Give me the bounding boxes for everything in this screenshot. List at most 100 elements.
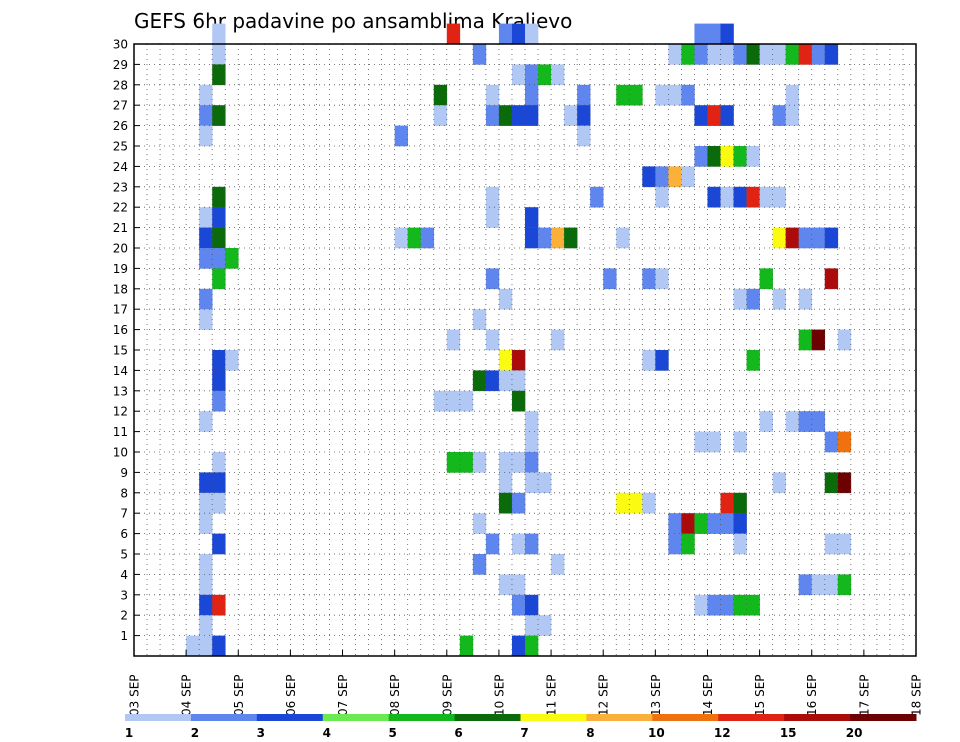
heatmap-cell: [485, 533, 500, 555]
y-tick-label: 25: [113, 140, 128, 154]
heatmap-cell: [772, 288, 786, 310]
x-axis-ticks: 03 SEP 04 SEP 05 SEP 06 SEP 07 SEP 08 SEP 09 S…: [128, 650, 924, 716]
legend-swatch: [520, 714, 587, 721]
y-axis-ticks: 1234567891011121314151617181920212223242…: [113, 38, 140, 643]
heatmap-cell: [837, 574, 852, 596]
heatmap-cell: [525, 431, 539, 453]
heatmap-cell: [694, 44, 708, 65]
heatmap-cell: [199, 554, 213, 575]
heatmap-cell: [811, 574, 826, 596]
heatmap-cell: [707, 513, 721, 534]
x-tick-label: 12 SEP: [597, 674, 611, 716]
heatmap-cell: [199, 411, 213, 432]
heatmap-cell: [655, 166, 669, 188]
heatmap-cell: [511, 64, 526, 86]
heatmap-cell: [525, 452, 539, 473]
heatmap-cell: [485, 186, 500, 208]
y-tick-label: 20: [113, 242, 128, 256]
heatmap-cell: [746, 186, 760, 208]
heatmap-cell: [759, 411, 773, 432]
heatmap-cell: [811, 411, 826, 432]
heatmap-cell: [394, 125, 408, 147]
heatmap-cell: [498, 492, 513, 514]
x-tick-label: 08 SEP: [388, 674, 402, 716]
heatmap-cell: [720, 146, 734, 167]
heatmap-cell: [472, 370, 487, 392]
x-tick-label: 13 SEP: [649, 674, 663, 716]
heatmap-cell: [498, 452, 513, 473]
x-tick-label: 04 SEP: [180, 674, 194, 716]
heatmap-cell: [407, 227, 422, 249]
legend-swatch: [784, 714, 851, 721]
heatmap-cell: [629, 84, 643, 106]
heatmap-cell: [577, 84, 591, 106]
heatmap-cell: [551, 554, 565, 575]
heatmap-cell: [225, 248, 239, 269]
heatmap-cell: [472, 44, 487, 65]
heatmap-cell: [199, 105, 213, 126]
heatmap-cell: [837, 431, 852, 453]
heatmap-cell: [525, 23, 539, 45]
heatmap-cell: [394, 227, 408, 249]
heatmap-cell: [694, 431, 708, 453]
heatmap-cell: [212, 452, 226, 473]
y-tick-label: 22: [113, 201, 128, 215]
heatmap-cell: [694, 513, 708, 534]
x-tick-label: 07 SEP: [336, 674, 350, 716]
heatmap-cell: [733, 492, 747, 514]
legend-swatch: [586, 714, 653, 721]
heatmap-cell: [759, 186, 773, 208]
heatmap-cell: [733, 513, 747, 534]
heatmap-cell: [511, 635, 526, 657]
heatmap-cell: [642, 350, 656, 371]
heatmap-cell: [746, 350, 760, 371]
heatmap-cell: [720, 23, 734, 45]
heatmap-cell: [525, 615, 539, 636]
heatmap-cell: [525, 411, 539, 432]
legend-label: 12: [714, 726, 731, 740]
heatmap-cell: [551, 227, 565, 249]
heatmap-cell: [511, 390, 526, 412]
y-tick-label: 15: [113, 344, 128, 358]
heatmap-cell: [564, 227, 578, 249]
heatmap-cell: [538, 472, 552, 494]
heatmap-cell: [485, 84, 500, 106]
heatmap-cell: [785, 44, 799, 65]
heatmap-cell: [785, 84, 799, 106]
heatmap-cell: [199, 574, 213, 596]
heatmap-cell: [707, 146, 721, 167]
heatmap-cell: [707, 186, 721, 208]
y-tick-label: 23: [113, 180, 128, 194]
heatmap-cell: [668, 166, 682, 188]
grid-lines: [134, 44, 916, 656]
heatmap-cell: [446, 23, 461, 45]
heatmap-cell: [525, 64, 539, 86]
x-tick-label: 09 SEP: [440, 674, 454, 716]
heatmap-cell: [199, 288, 213, 310]
heatmap-cell: [525, 84, 539, 106]
heatmap-cell: [681, 513, 695, 534]
heatmap-cell: [772, 44, 786, 65]
legend-label: 8: [586, 726, 594, 740]
heatmap-cell: [498, 288, 513, 310]
heatmap-cell: [577, 105, 591, 126]
legend-label: 15: [780, 726, 797, 740]
heatmap-cell: [811, 329, 826, 351]
heatmap-cell: [798, 288, 813, 310]
heatmap-cell: [681, 84, 695, 106]
y-tick-label: 1: [120, 629, 128, 643]
heatmap-cell: [212, 370, 226, 392]
heatmap-cell: [199, 594, 213, 616]
heatmap-cell: [511, 370, 526, 392]
y-tick-label: 4: [120, 568, 128, 582]
y-tick-label: 19: [113, 262, 128, 276]
x-tick-label: 16 SEP: [805, 674, 819, 716]
x-tick-label: 05 SEP: [232, 674, 246, 716]
heatmap-cell: [498, 105, 513, 126]
y-tick-label: 5: [120, 548, 128, 562]
heatmap-cell: [694, 23, 708, 45]
heatmap-cell: [759, 44, 773, 65]
heatmap-cell: [199, 125, 213, 147]
legend-label: 7: [520, 726, 528, 740]
heatmap-cell: [707, 594, 721, 616]
